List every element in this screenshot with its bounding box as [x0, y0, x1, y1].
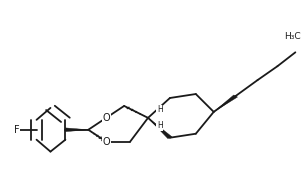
Text: O: O	[102, 113, 110, 123]
Text: F: F	[14, 125, 19, 135]
Polygon shape	[148, 118, 172, 139]
Text: H: H	[157, 105, 163, 114]
Text: O: O	[102, 137, 110, 147]
Polygon shape	[65, 128, 88, 132]
Text: H: H	[157, 121, 163, 130]
Polygon shape	[214, 95, 237, 112]
Text: H₃C: H₃C	[284, 32, 301, 41]
